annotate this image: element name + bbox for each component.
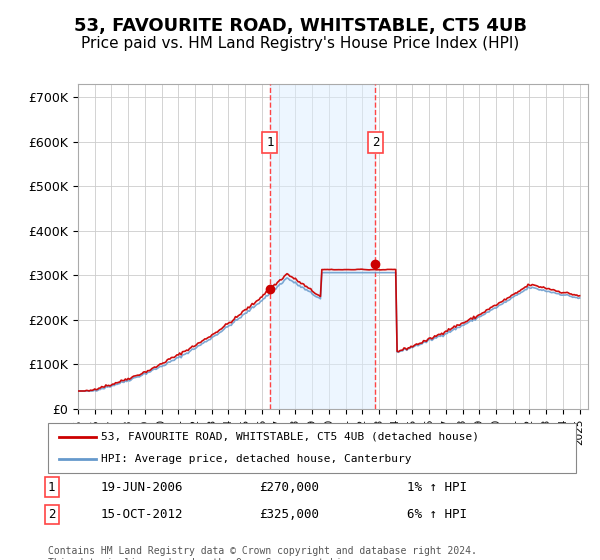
Text: Price paid vs. HM Land Registry's House Price Index (HPI): Price paid vs. HM Land Registry's House … xyxy=(81,36,519,52)
Text: 2: 2 xyxy=(48,508,56,521)
Text: £325,000: £325,000 xyxy=(259,508,319,521)
Text: HPI: Average price, detached house, Canterbury: HPI: Average price, detached house, Cant… xyxy=(101,454,412,464)
FancyBboxPatch shape xyxy=(48,423,576,473)
Text: 1: 1 xyxy=(48,480,56,493)
Bar xyxy=(270,84,376,409)
Text: Contains HM Land Registry data © Crown copyright and database right 2024.
This d: Contains HM Land Registry data © Crown c… xyxy=(48,546,477,560)
Text: 19-JUN-2006: 19-JUN-2006 xyxy=(101,480,184,493)
Text: 1: 1 xyxy=(266,136,274,149)
Text: 53, FAVOURITE ROAD, WHITSTABLE, CT5 4UB (detached house): 53, FAVOURITE ROAD, WHITSTABLE, CT5 4UB … xyxy=(101,432,479,442)
Text: 2: 2 xyxy=(372,136,379,149)
Text: 15-OCT-2012: 15-OCT-2012 xyxy=(101,508,184,521)
Text: 53, FAVOURITE ROAD, WHITSTABLE, CT5 4UB: 53, FAVOURITE ROAD, WHITSTABLE, CT5 4UB xyxy=(74,17,527,35)
Text: £270,000: £270,000 xyxy=(259,480,319,493)
Text: 6% ↑ HPI: 6% ↑ HPI xyxy=(407,508,467,521)
Text: 1% ↑ HPI: 1% ↑ HPI xyxy=(407,480,467,493)
